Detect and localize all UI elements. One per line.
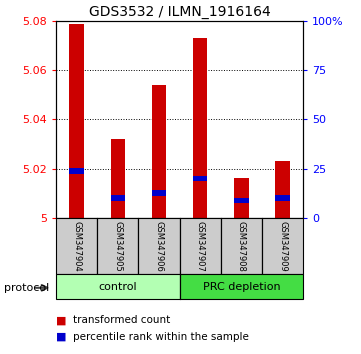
Text: PRC depletion: PRC depletion (203, 282, 280, 292)
Text: percentile rank within the sample: percentile rank within the sample (73, 332, 249, 342)
Bar (97, 218, 138, 274)
Bar (110, 195, 125, 201)
Bar (234, 178, 249, 218)
Bar (262, 218, 303, 274)
Text: GSM347907: GSM347907 (196, 221, 205, 272)
Bar (152, 85, 166, 218)
Bar (234, 198, 249, 203)
Bar (69, 24, 84, 218)
Bar (180, 274, 303, 299)
Bar (221, 218, 262, 274)
Bar (110, 139, 125, 218)
Text: GSM347908: GSM347908 (237, 221, 246, 272)
Text: GSM347906: GSM347906 (155, 221, 164, 272)
Text: protocol: protocol (4, 283, 49, 293)
Bar (193, 39, 208, 218)
Title: GDS3532 / ILMN_1916164: GDS3532 / ILMN_1916164 (89, 5, 270, 19)
Bar (56, 218, 97, 274)
Text: GSM347905: GSM347905 (113, 221, 122, 271)
Bar (138, 218, 180, 274)
Bar (193, 176, 208, 181)
Text: control: control (99, 282, 137, 292)
Bar (180, 218, 221, 274)
Bar (56, 274, 180, 299)
Text: GSM347904: GSM347904 (72, 221, 81, 271)
Bar (69, 169, 84, 174)
Bar (152, 190, 166, 196)
Bar (275, 161, 290, 218)
Text: GSM347909: GSM347909 (278, 221, 287, 271)
Text: ■: ■ (56, 332, 66, 342)
Bar (275, 195, 290, 201)
Text: transformed count: transformed count (73, 315, 170, 325)
Text: ■: ■ (56, 315, 66, 325)
